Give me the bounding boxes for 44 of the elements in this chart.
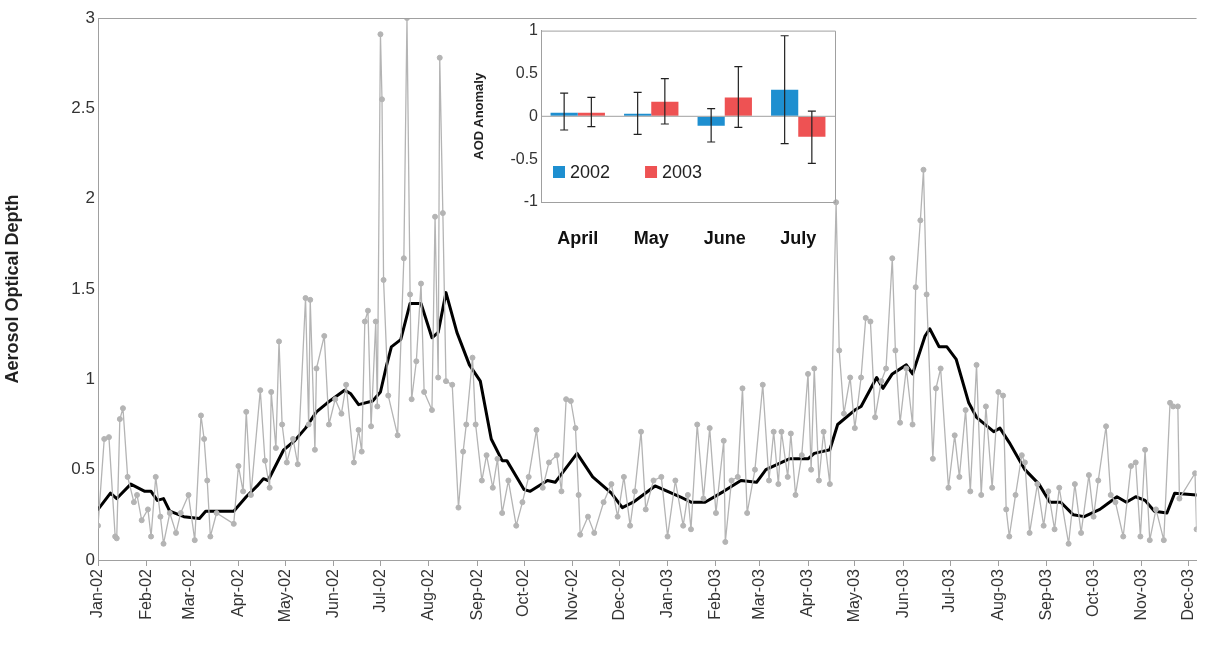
x-tick-label: Jun-03: [893, 568, 911, 618]
x-tick-label: Dec-03: [1179, 568, 1197, 621]
y-tick-label: 0.5: [515, 63, 539, 81]
x-tick-label: Feb-03: [706, 568, 724, 620]
x-tick-label: Sep-03: [1037, 568, 1055, 621]
y-tick-label: 1: [529, 21, 539, 39]
y-axis-title: Aerosol Optical Depth: [1, 194, 22, 384]
x-tick-label: Oct-02: [514, 568, 532, 618]
legend-label: 2002: [570, 161, 611, 182]
x-tick-label: Feb-02: [136, 568, 154, 620]
y-tick-label: -0.5: [510, 149, 539, 167]
x-tick-label: Jan-02: [88, 568, 106, 618]
x-tick-label: Sep-02: [467, 568, 485, 621]
x-tick-label: Jul-02: [370, 568, 388, 613]
x-tick-label: Nov-03: [1132, 568, 1150, 621]
x-tick-label: April: [557, 227, 599, 248]
x-tick-label: Mar-03: [750, 568, 768, 620]
x-tick-label: Jul-03: [940, 568, 958, 613]
x-tick-label: Oct-03: [1083, 568, 1101, 618]
y-axis-title: AOD Anomaly: [471, 72, 487, 160]
x-tick-label: Dec-02: [609, 568, 627, 621]
x-tick-label: May-03: [845, 568, 863, 623]
x-tick-label: June: [703, 227, 746, 248]
x-tick-label: May-02: [275, 568, 293, 623]
x-tick-label: Aug-03: [988, 568, 1006, 621]
y-tick-label: -1: [523, 192, 539, 210]
x-tick-label: Apr-02: [228, 568, 246, 618]
y-tick-label: 1.5: [71, 278, 95, 298]
y-tick-label: 0.5: [71, 459, 95, 479]
x-tick-label: Jun-02: [324, 568, 342, 618]
y-tick-label: 2.5: [71, 98, 95, 118]
y-tick-label: 0: [529, 106, 539, 124]
x-tick-label: Mar-02: [180, 568, 198, 620]
y-tick-label: 3: [85, 7, 95, 27]
y-tick-label: 2: [85, 188, 95, 208]
x-tick-label: Aug-02: [419, 568, 437, 621]
x-tick-label: Apr-03: [798, 568, 816, 618]
y-tick-label: 0: [85, 549, 95, 569]
legend-label: 2003: [662, 161, 703, 182]
y-tick-label: 1: [85, 369, 95, 389]
x-tick-label: Nov-02: [562, 568, 580, 621]
x-tick-label: July: [780, 227, 817, 248]
x-tick-label: Jan-03: [657, 568, 675, 618]
x-tick-label: May: [633, 227, 669, 248]
